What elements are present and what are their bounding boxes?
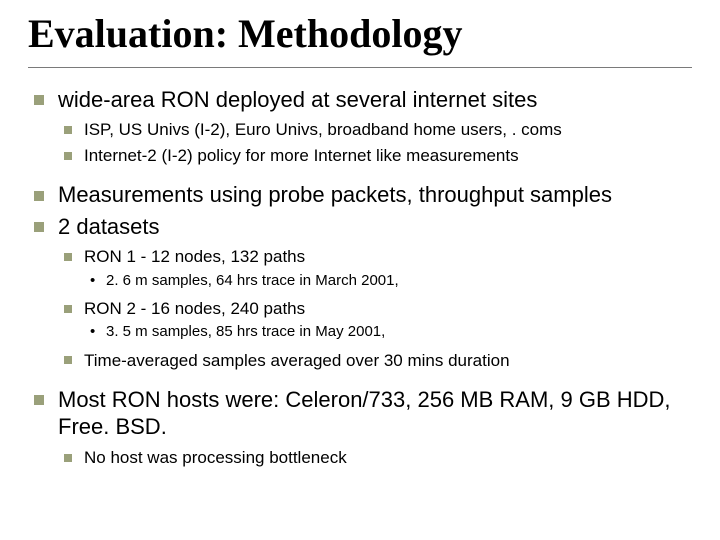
list-item: Measurements using probe packets, throug… <box>28 181 692 209</box>
bullet-text: wide-area RON deployed at several intern… <box>58 87 537 112</box>
bullet-sublist: 3. 5 m samples, 85 hrs trace in May 2001… <box>84 322 692 342</box>
bullet-sublist: ISP, US Univs (I-2), Euro Univs, broadba… <box>58 119 692 167</box>
bullet-text: Internet-2 (I-2) policy for more Interne… <box>84 146 519 165</box>
slide-title: Evaluation: Methodology <box>28 12 692 63</box>
slide: Evaluation: Methodology wide-area RON de… <box>0 0 720 540</box>
list-item: wide-area RON deployed at several intern… <box>28 86 692 168</box>
list-item: RON 2 - 16 nodes, 240 paths 3. 5 m sampl… <box>58 298 692 342</box>
list-item: 2 datasets RON 1 - 12 nodes, 132 paths 2… <box>28 213 692 372</box>
bullet-text: Most RON hosts were: Celeron/733, 256 MB… <box>58 387 671 440</box>
bullet-text: No host was processing bottleneck <box>84 448 347 467</box>
bullet-text: Measurements using probe packets, throug… <box>58 182 612 207</box>
list-item: Internet-2 (I-2) policy for more Interne… <box>58 145 692 167</box>
title-rule <box>28 67 692 68</box>
bullet-text: 3. 5 m samples, 85 hrs trace in May 2001… <box>106 323 385 340</box>
bullet-text: 2 datasets <box>58 214 160 239</box>
bullet-text: 2. 6 m samples, 64 hrs trace in March 20… <box>106 272 399 289</box>
bullet-sublist: No host was processing bottleneck <box>58 447 692 469</box>
bullet-text: Time-averaged samples averaged over 30 m… <box>84 351 510 370</box>
list-item: ISP, US Univs (I-2), Euro Univs, broadba… <box>58 119 692 141</box>
list-item: 2. 6 m samples, 64 hrs trace in March 20… <box>84 271 692 291</box>
bullet-sublist: RON 1 - 12 nodes, 132 paths 2. 6 m sampl… <box>58 246 692 371</box>
list-item: Most RON hosts were: Celeron/733, 256 MB… <box>28 386 692 469</box>
bullet-sublist: 2. 6 m samples, 64 hrs trace in March 20… <box>84 271 692 291</box>
bullet-text: RON 1 - 12 nodes, 132 paths <box>84 247 305 266</box>
list-item: 3. 5 m samples, 85 hrs trace in May 2001… <box>84 322 692 342</box>
bullet-text: RON 2 - 16 nodes, 240 paths <box>84 299 305 318</box>
list-item: Time-averaged samples averaged over 30 m… <box>58 350 692 372</box>
list-item: No host was processing bottleneck <box>58 447 692 469</box>
list-item: RON 1 - 12 nodes, 132 paths 2. 6 m sampl… <box>58 246 692 290</box>
bullet-list: wide-area RON deployed at several intern… <box>28 86 692 469</box>
bullet-text: ISP, US Univs (I-2), Euro Univs, broadba… <box>84 120 562 139</box>
